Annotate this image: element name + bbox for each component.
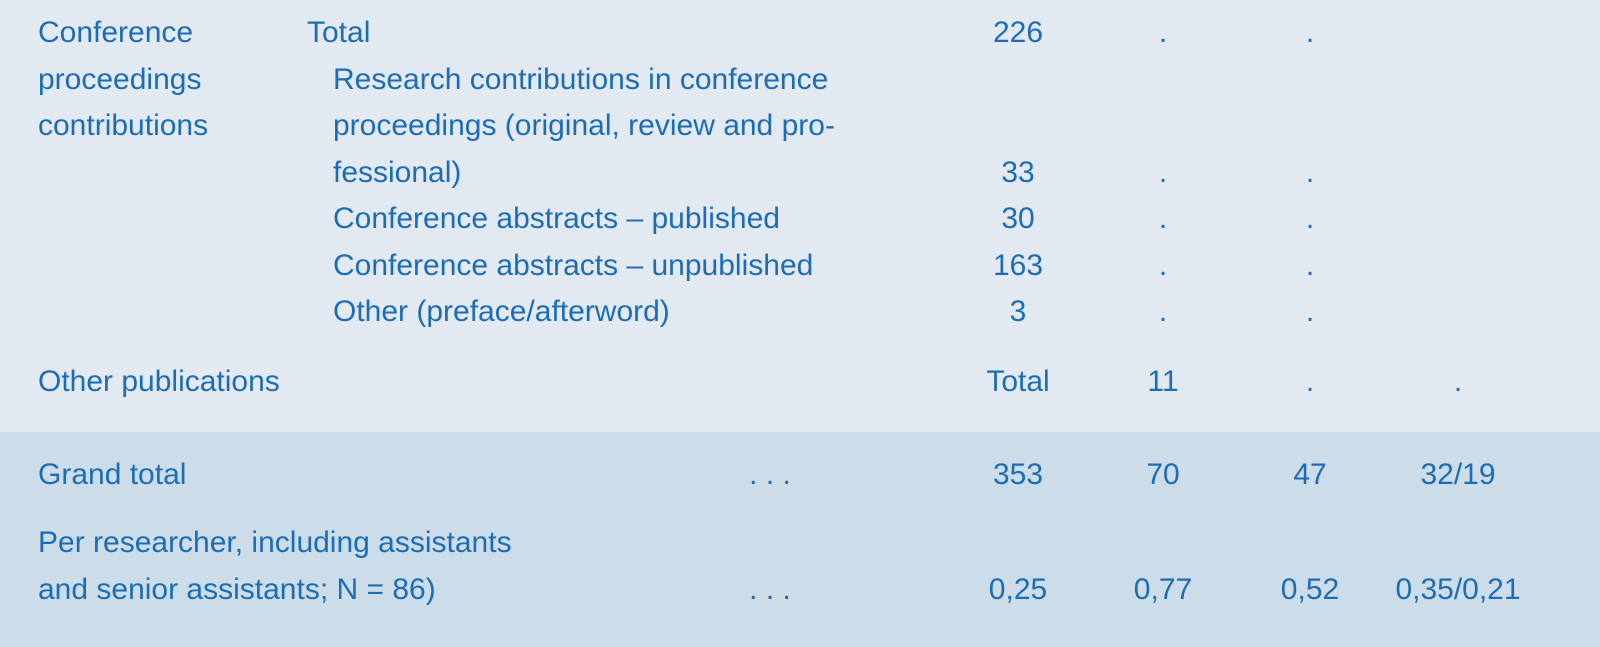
cell-value: 226: [992, 16, 1044, 49]
cell-value: Total: [986, 365, 1050, 398]
cell-value: .: [1453, 365, 1463, 398]
cell-value: .: [1158, 295, 1168, 328]
cell-value: 47: [1293, 458, 1327, 491]
ellipsis: . . .: [749, 573, 791, 606]
item-label: fessional): [333, 155, 462, 189]
cell-value: .: [1305, 248, 1315, 282]
cell-value: 30: [1001, 202, 1035, 235]
cell-value: 0,52: [1280, 573, 1340, 606]
item-label: Conference abstracts – published: [333, 202, 780, 235]
section-label: contributions: [38, 109, 209, 142]
cell-value: 0,25: [988, 573, 1048, 606]
cell-value: 11: [1147, 365, 1179, 398]
cell-value: 163: [992, 248, 1044, 282]
cell-value: .: [1158, 248, 1168, 282]
totals-band: [0, 432, 1600, 647]
item-label: proceedings (original, review and pro-: [333, 109, 835, 142]
ellipsis: . . .: [749, 458, 791, 491]
cell-value: 32/19: [1420, 458, 1496, 491]
section-label: Conference: [38, 16, 194, 49]
cell-value: .: [1158, 155, 1168, 189]
cell-value: 0,77: [1133, 573, 1193, 606]
item-label: Research contributions in conference: [333, 62, 829, 96]
row-label: Per researcher, including assistants: [38, 526, 512, 559]
cell-value: .: [1305, 16, 1315, 49]
cell-value: .: [1305, 202, 1315, 235]
row-label: and senior assistants; N = 86): [38, 572, 436, 606]
cell-value: .: [1305, 295, 1315, 328]
cell-value: 33: [1001, 155, 1035, 189]
row-label: Grand total: [38, 458, 187, 491]
cell-value: 3: [1009, 295, 1027, 328]
total-label: Total: [307, 16, 371, 49]
cell-value: 0,35/0,21: [1395, 573, 1521, 606]
item-label: Other (preface/afterword): [333, 295, 670, 328]
cell-value: 70: [1146, 458, 1180, 491]
cell-value: 353: [992, 458, 1044, 491]
cell-value: .: [1158, 16, 1168, 49]
section-label: proceedings: [38, 62, 202, 96]
cell-value: .: [1305, 155, 1315, 189]
row-label: Other publications: [38, 365, 280, 398]
item-label: Conference abstracts – unpublished: [333, 248, 814, 282]
cell-value: .: [1158, 202, 1168, 235]
cell-value: .: [1305, 365, 1315, 398]
